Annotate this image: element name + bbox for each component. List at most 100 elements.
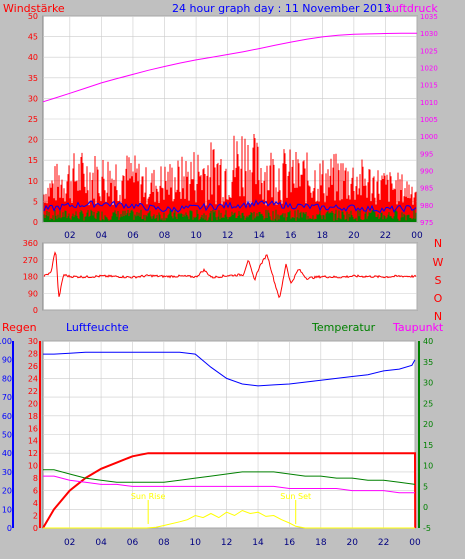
rain-tick-label: 26 — [28, 362, 38, 371]
time-tick-label: 10 — [190, 231, 202, 241]
pressure-tick-label: 985 — [420, 185, 433, 193]
time-tick-label: 06 — [127, 538, 139, 548]
humidity-tick-label: 70 — [2, 393, 12, 402]
temperature-axis-title: Temperatur — [311, 321, 376, 334]
time-tick-label: 00 — [411, 231, 423, 241]
compass-label: W — [433, 256, 444, 269]
direction-tick-label: 270 — [23, 256, 38, 265]
compass-label: O — [434, 292, 443, 305]
time-tick-label: 02 — [64, 538, 75, 548]
humidity-tick-label: 40 — [2, 449, 12, 458]
wind-low-bars — [43, 209, 417, 222]
wind-pressure-panel: 0510152025303540455097598098599099510001… — [28, 12, 438, 241]
wind-direction-line — [43, 251, 417, 299]
pressure-line — [42, 32, 417, 103]
compass-label: S — [435, 274, 442, 287]
pressure-tick-label: 1000 — [420, 133, 438, 141]
wind-tick-label: 30 — [28, 94, 38, 103]
humidity-tick-label: 60 — [2, 412, 12, 421]
time-tick-label: 02 — [64, 231, 75, 241]
temperature-tick-label: 0 — [423, 503, 428, 512]
direction-tick-label: 360 — [23, 239, 38, 248]
wind-tick-label: 35 — [28, 74, 38, 83]
rain-tick-label: 20 — [28, 399, 38, 408]
time-tick-label: 12 — [221, 538, 232, 548]
rain-tick-label: 14 — [28, 437, 38, 446]
wind-tick-label: 40 — [28, 53, 38, 62]
humidity-tick-label: 20 — [2, 487, 12, 496]
time-tick-label: 06 — [127, 231, 139, 241]
rain-tick-label: 28 — [28, 349, 38, 358]
time-tick-label: 16 — [285, 231, 297, 241]
humidity-tick-label: 100 — [0, 337, 12, 346]
time-tick-label: 22 — [380, 231, 391, 241]
temperature-tick-label: -5 — [423, 524, 431, 533]
temperature-tick-label: 5 — [423, 482, 428, 491]
time-tick-label: 08 — [159, 231, 171, 241]
humidity-tick-label: 10 — [2, 505, 12, 514]
humidity-tick-label: 90 — [2, 356, 12, 365]
temperature-tick-label: 15 — [423, 441, 433, 450]
wind-tick-label: 45 — [28, 33, 38, 42]
solar-line — [43, 509, 415, 529]
dewpoint-line — [43, 475, 415, 494]
time-tick-label: 18 — [317, 231, 329, 241]
rain-axis-title: Regen — [2, 321, 37, 334]
chart-title: 24 hour graph day : 11 November 2013 — [172, 2, 391, 15]
dewpoint-axis-title: Taupunkt — [392, 321, 444, 334]
time-tick-label: 22 — [378, 538, 389, 548]
rain-tick-label: 30 — [28, 337, 38, 346]
time-tick-label: 20 — [348, 231, 360, 241]
pressure-axis-title: Luftdruck — [386, 2, 438, 15]
time-tick-label: 20 — [346, 538, 358, 548]
temperature-tick-label: 35 — [423, 358, 433, 367]
rain-tick-label: 6 — [33, 487, 38, 496]
rain-tick-label: 10 — [28, 462, 38, 471]
time-tick-label: 10 — [190, 538, 202, 548]
temperature-tick-label: 20 — [423, 420, 433, 429]
humidity-tick-label: 80 — [2, 374, 12, 383]
compass-label: N — [434, 237, 442, 250]
wind-tick-label: 20 — [28, 136, 38, 145]
humidity-line — [43, 351, 416, 387]
temperature-line — [43, 469, 416, 485]
temperature-tick-label: 30 — [423, 379, 433, 388]
pressure-tick-label: 1035 — [420, 13, 438, 21]
humidity-tick-label: 50 — [2, 431, 12, 440]
time-tick-label: 14 — [252, 538, 264, 548]
humidity-tick-label: 0 — [7, 524, 12, 533]
time-tick-label: 18 — [315, 538, 327, 548]
humidity-tick-label: 30 — [2, 468, 12, 477]
temperature-tick-label: 25 — [423, 399, 433, 408]
wind-tick-label: 50 — [28, 12, 38, 21]
rain-tick-label: 16 — [28, 424, 38, 433]
wind-tick-label: 0 — [33, 218, 38, 227]
temperature-tick-label: 40 — [423, 337, 433, 346]
humidity-axis-title: Luftfeuchte — [66, 321, 129, 334]
rain-tick-label: 0 — [33, 524, 38, 533]
pressure-tick-label: 995 — [420, 150, 433, 158]
pressure-tick-label: 990 — [420, 168, 433, 176]
rain-tick-label: 12 — [28, 449, 38, 458]
pressure-tick-label: 975 — [420, 219, 433, 227]
direction-tick-label: 0 — [33, 306, 38, 315]
pressure-tick-label: 1010 — [420, 99, 438, 107]
wind-tick-label: 15 — [28, 156, 38, 165]
wind-tick-label: 10 — [28, 177, 38, 186]
pressure-tick-label: 980 — [420, 202, 433, 210]
wind-tick-label: 5 — [33, 197, 38, 206]
time-tick-label: 04 — [95, 538, 107, 548]
direction-tick-label: 180 — [23, 273, 38, 282]
rain-tick-label: 2 — [33, 512, 38, 521]
temperature-tick-label: 10 — [423, 462, 433, 471]
wind-axis-title: Windstärke — [3, 2, 65, 15]
wind-average-line — [43, 199, 417, 214]
time-tick-label: 04 — [96, 231, 108, 241]
direction-tick-label: 90 — [28, 289, 38, 298]
time-tick-label: 16 — [284, 538, 296, 548]
time-tick-label: 00 — [409, 538, 421, 548]
